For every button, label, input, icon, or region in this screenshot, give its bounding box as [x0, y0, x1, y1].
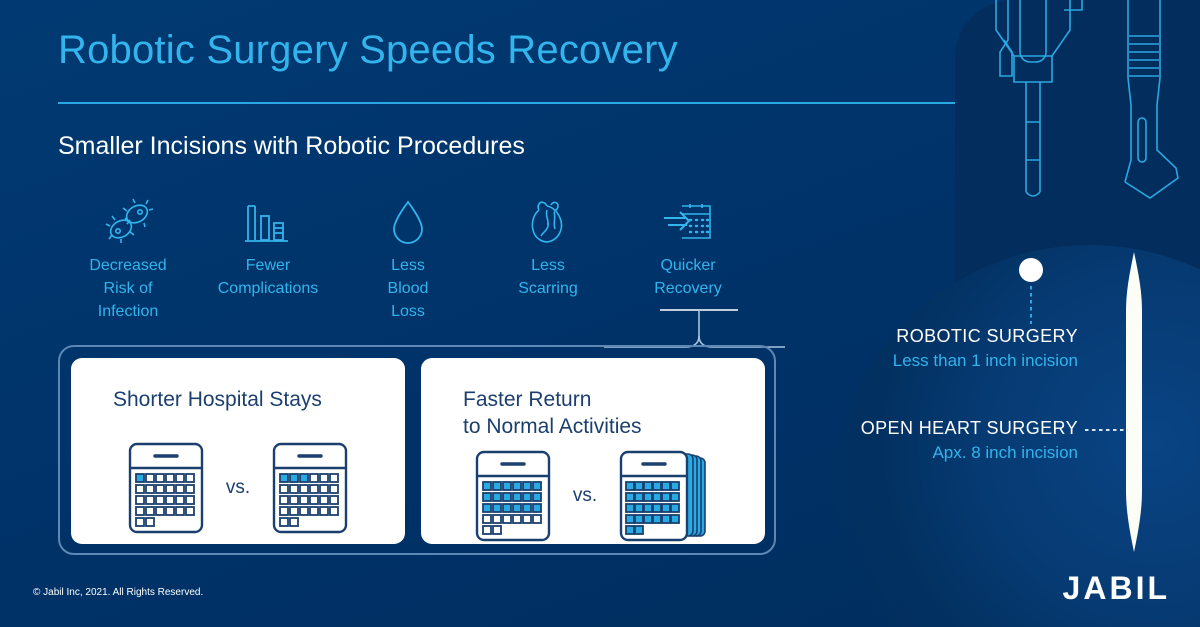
incision-open-heart-block: OPEN HEART SURGERY Apx. 8 inch incision — [760, 418, 1078, 463]
benefit-less-blood-loss: Less Blood Loss — [338, 196, 478, 323]
card-shorter-hospital-stays: Shorter Hospital Stays — [71, 358, 405, 544]
robotic-instrument-icon — [995, 0, 1083, 197]
benefit-fewer-complications: Fewer Complications — [198, 196, 338, 323]
benefit-label: Quicker Recovery — [654, 257, 722, 297]
robotic-stay-calendar — [128, 442, 204, 534]
scalpel-icon — [1124, 0, 1179, 199]
open-stay-calendar — [272, 442, 348, 534]
incision-robotic-detail: Less than 1 inch incision — [892, 351, 1078, 370]
white-blade-marker — [1126, 252, 1142, 552]
card-faster-return-to-normal-activities: Faster Return to Normal Activities — [421, 358, 765, 544]
benefit-label: Decreased Risk of Infection — [89, 257, 167, 320]
benefit-quicker-recovery: Quicker Recovery — [618, 196, 758, 323]
card-comparison-row: vs. — [421, 450, 765, 542]
incision-open-heart-detail: Apx. 8 inch incision — [932, 443, 1078, 462]
benefit-less-scarring: Less Scarring — [478, 196, 618, 323]
benefit-label: Fewer Complications — [217, 257, 319, 297]
card-title: Shorter Hospital Stays — [113, 388, 322, 411]
comparison-frame: Shorter Hospital Stays — [58, 345, 776, 555]
robotic-recovery-calendar — [475, 450, 551, 542]
calendar-arrow-icon — [618, 196, 758, 246]
robotic-leader-line — [1030, 286, 1032, 324]
title-divider — [58, 102, 955, 104]
page-title: Robotic Surgery Speeds Recovery — [58, 28, 678, 72]
open-heart-leader-line — [1085, 429, 1128, 431]
card-title: Faster Return to Normal Activities — [463, 388, 642, 438]
vs-label: vs. — [225, 477, 251, 498]
benefit-label: Less Blood Loss — [387, 257, 429, 320]
open-recovery-calendar — [619, 450, 706, 542]
bacteria-icon — [58, 196, 198, 246]
bar-chart-icon — [198, 196, 338, 246]
heart-icon — [478, 196, 618, 246]
white-dot-marker — [1019, 258, 1043, 282]
incision-robotic-block: ROBOTIC SURGERY Less than 1 inch incisio… — [780, 326, 1078, 371]
incision-robotic-heading: ROBOTIC SURGERY — [896, 326, 1078, 346]
blood-drop-icon — [338, 196, 478, 246]
jabil-logo: JABIL — [1062, 570, 1170, 606]
copyright-text: © Jabil Inc, 2021. All Rights Reserved. — [33, 587, 204, 598]
card-comparison-row: vs. — [71, 442, 405, 534]
benefit-decreased-risk-of-infection: Decreased Risk of Infection — [58, 196, 198, 323]
page-subtitle: Smaller Incisions with Robotic Procedure… — [58, 132, 525, 160]
benefit-label: Less Scarring — [518, 257, 578, 297]
vs-label: vs. — [572, 485, 598, 506]
benefits-row: Decreased Risk of Infection Fewer Compli… — [58, 196, 758, 323]
incision-open-heart-heading: OPEN HEART SURGERY — [860, 418, 1078, 438]
